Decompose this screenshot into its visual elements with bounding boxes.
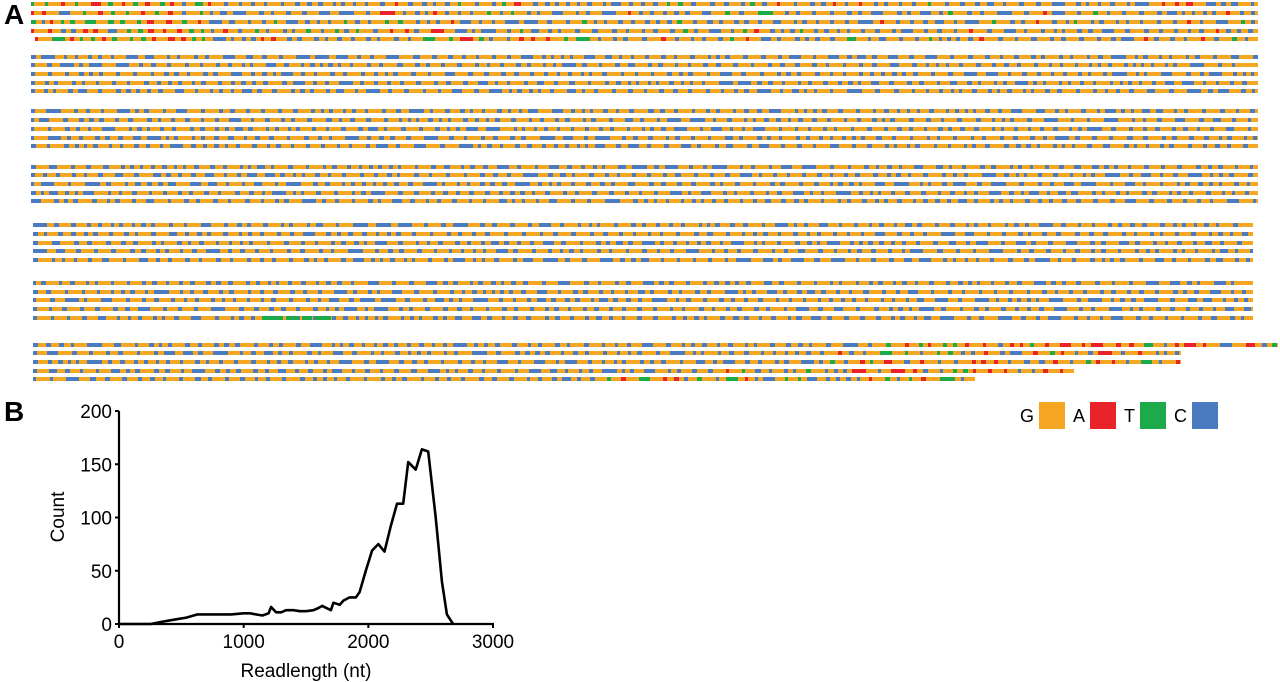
x-axis: 0 1000 2000 3000 Readlength (nt) <box>114 622 514 682</box>
x-axis-label: Readlength (nt) <box>241 661 372 682</box>
panel-b-label: B <box>4 396 25 427</box>
y-tick-label: 100 <box>80 509 112 530</box>
y-tick-label: 0 <box>101 615 112 636</box>
x-tick-label: 0 <box>114 632 125 653</box>
y-tick-label: 150 <box>80 455 112 476</box>
legend-label-g: G <box>1020 405 1035 426</box>
x-tick-label: 1000 <box>223 632 265 653</box>
legend-item-g: G <box>1020 402 1066 429</box>
y-tick-label: 200 <box>80 402 112 423</box>
y-tick-label: 50 <box>91 562 112 583</box>
x-tick-label: 2000 <box>347 632 389 653</box>
legend-label-a: A <box>1073 405 1086 426</box>
legend-swatch-g <box>1039 402 1066 429</box>
legend-swatch-t <box>1140 402 1167 429</box>
readlength-histogram: 0 50 100 150 200 Count 0 1000 2000 3000 Readlen… <box>48 402 514 682</box>
y-axis: 0 50 100 150 200 Count <box>48 402 121 636</box>
sequence-tracks-panel <box>31 2 1278 381</box>
panel-a-label: A <box>4 0 25 30</box>
legend-label-t: T <box>1124 405 1136 426</box>
legend-item-c: C <box>1174 402 1219 429</box>
legend-label-c: C <box>1174 405 1188 426</box>
legend-swatch-a <box>1090 402 1117 429</box>
readlength-curve <box>119 447 455 626</box>
y-axis-label: Count <box>48 491 69 542</box>
base-legend: G A T C <box>1020 402 1226 429</box>
x-tick-label: 3000 <box>472 632 514 653</box>
legend-swatch-c <box>1192 402 1219 429</box>
legend-item-a: A <box>1073 402 1117 429</box>
legend-item-t: T <box>1124 402 1167 429</box>
